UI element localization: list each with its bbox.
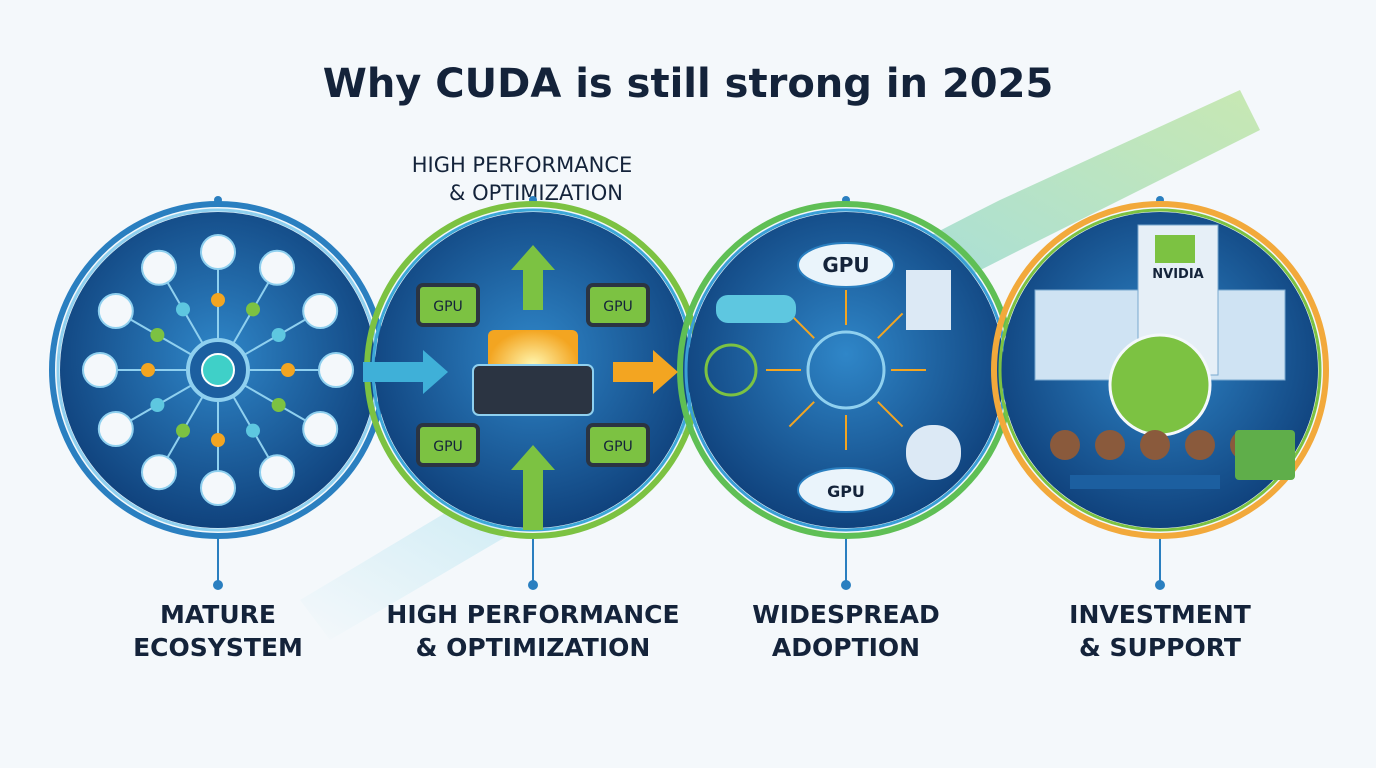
panel-label: & SUPPORT xyxy=(1079,633,1241,662)
scanner xyxy=(906,425,961,480)
tool-icon xyxy=(97,293,134,329)
panel-label: MATURE xyxy=(160,600,276,629)
network-icon xyxy=(704,343,758,397)
adoption-arrow xyxy=(877,312,904,339)
panel-ring-inner xyxy=(998,208,1322,532)
main-chip xyxy=(472,364,594,416)
connector-dot xyxy=(528,580,538,590)
tool-icon xyxy=(200,234,236,270)
network-node xyxy=(271,398,286,412)
caption-line: HIGH PERFORMANCE xyxy=(412,153,633,177)
arrow-in xyxy=(363,350,448,394)
tool-icon xyxy=(302,411,339,447)
adoption-arrow xyxy=(788,401,815,428)
cloud xyxy=(797,242,895,288)
gpu-chip xyxy=(416,283,480,327)
hub-core xyxy=(201,353,235,387)
team-circle xyxy=(1108,333,1212,437)
panel-label: & OPTIMIZATION xyxy=(416,633,651,662)
tool-icon xyxy=(259,454,295,491)
tool-icon xyxy=(82,352,118,388)
network-node xyxy=(176,302,190,317)
brain xyxy=(806,330,886,410)
nvidia-logo xyxy=(1155,235,1195,263)
arrow-right xyxy=(613,350,678,394)
cloud-label: GPU xyxy=(822,253,869,277)
title: Why CUDA is still strong in 2025 xyxy=(323,61,1054,107)
network-node xyxy=(281,363,295,377)
money xyxy=(1235,430,1295,480)
gpu-chip xyxy=(416,423,480,467)
network-node xyxy=(211,433,225,447)
network-node xyxy=(271,328,286,342)
panel-ring xyxy=(991,201,1329,539)
arrow-up xyxy=(511,445,555,530)
tool-icon xyxy=(200,470,236,506)
panels: GPU GPU GPU GPU GPU GPU NVIDIA MATURE ECOSYSTEM H… xyxy=(49,196,1329,662)
network-node xyxy=(211,293,225,307)
person xyxy=(1050,430,1080,460)
tool-icon xyxy=(141,249,177,286)
panel-label: ECOSYSTEM xyxy=(133,633,303,662)
network-node xyxy=(150,328,165,342)
gpu-chip-label: GPU xyxy=(433,439,463,455)
person xyxy=(1185,430,1215,460)
network-node xyxy=(176,423,190,438)
nvidia-sign: NVIDIA xyxy=(1152,267,1203,282)
arrow-up xyxy=(511,245,555,310)
tool-icon xyxy=(318,352,354,388)
connector-dot xyxy=(213,580,223,590)
cloud-label: GPU xyxy=(827,482,865,501)
tool-icon xyxy=(97,411,134,447)
network-node xyxy=(246,302,260,317)
network-node xyxy=(141,363,155,377)
gpu-chip-label: GPU xyxy=(433,299,463,315)
tool-icon xyxy=(302,293,339,329)
cloud xyxy=(797,467,895,513)
adoption-arrow xyxy=(877,401,904,428)
desk xyxy=(1070,475,1220,489)
gpu-chip xyxy=(586,283,650,327)
panel-label: INVESTMENT xyxy=(1069,600,1251,629)
car xyxy=(716,295,796,323)
connector-dot xyxy=(1155,580,1165,590)
person xyxy=(1140,430,1170,460)
connector-dot xyxy=(841,580,851,590)
tool-icon xyxy=(141,454,177,491)
tool-icon xyxy=(259,249,295,286)
panel-label: HIGH PERFORMANCE xyxy=(386,600,679,629)
person xyxy=(1095,430,1125,460)
panel-label: ADOPTION xyxy=(772,633,920,662)
panel-label: WIDESPREAD xyxy=(752,600,939,629)
network-node xyxy=(246,423,260,438)
network-node xyxy=(150,398,165,412)
server xyxy=(906,270,951,330)
gpu-chip xyxy=(586,423,650,467)
gpu-chip-label: GPU xyxy=(603,439,633,455)
gpu-chip-label: GPU xyxy=(603,299,633,315)
